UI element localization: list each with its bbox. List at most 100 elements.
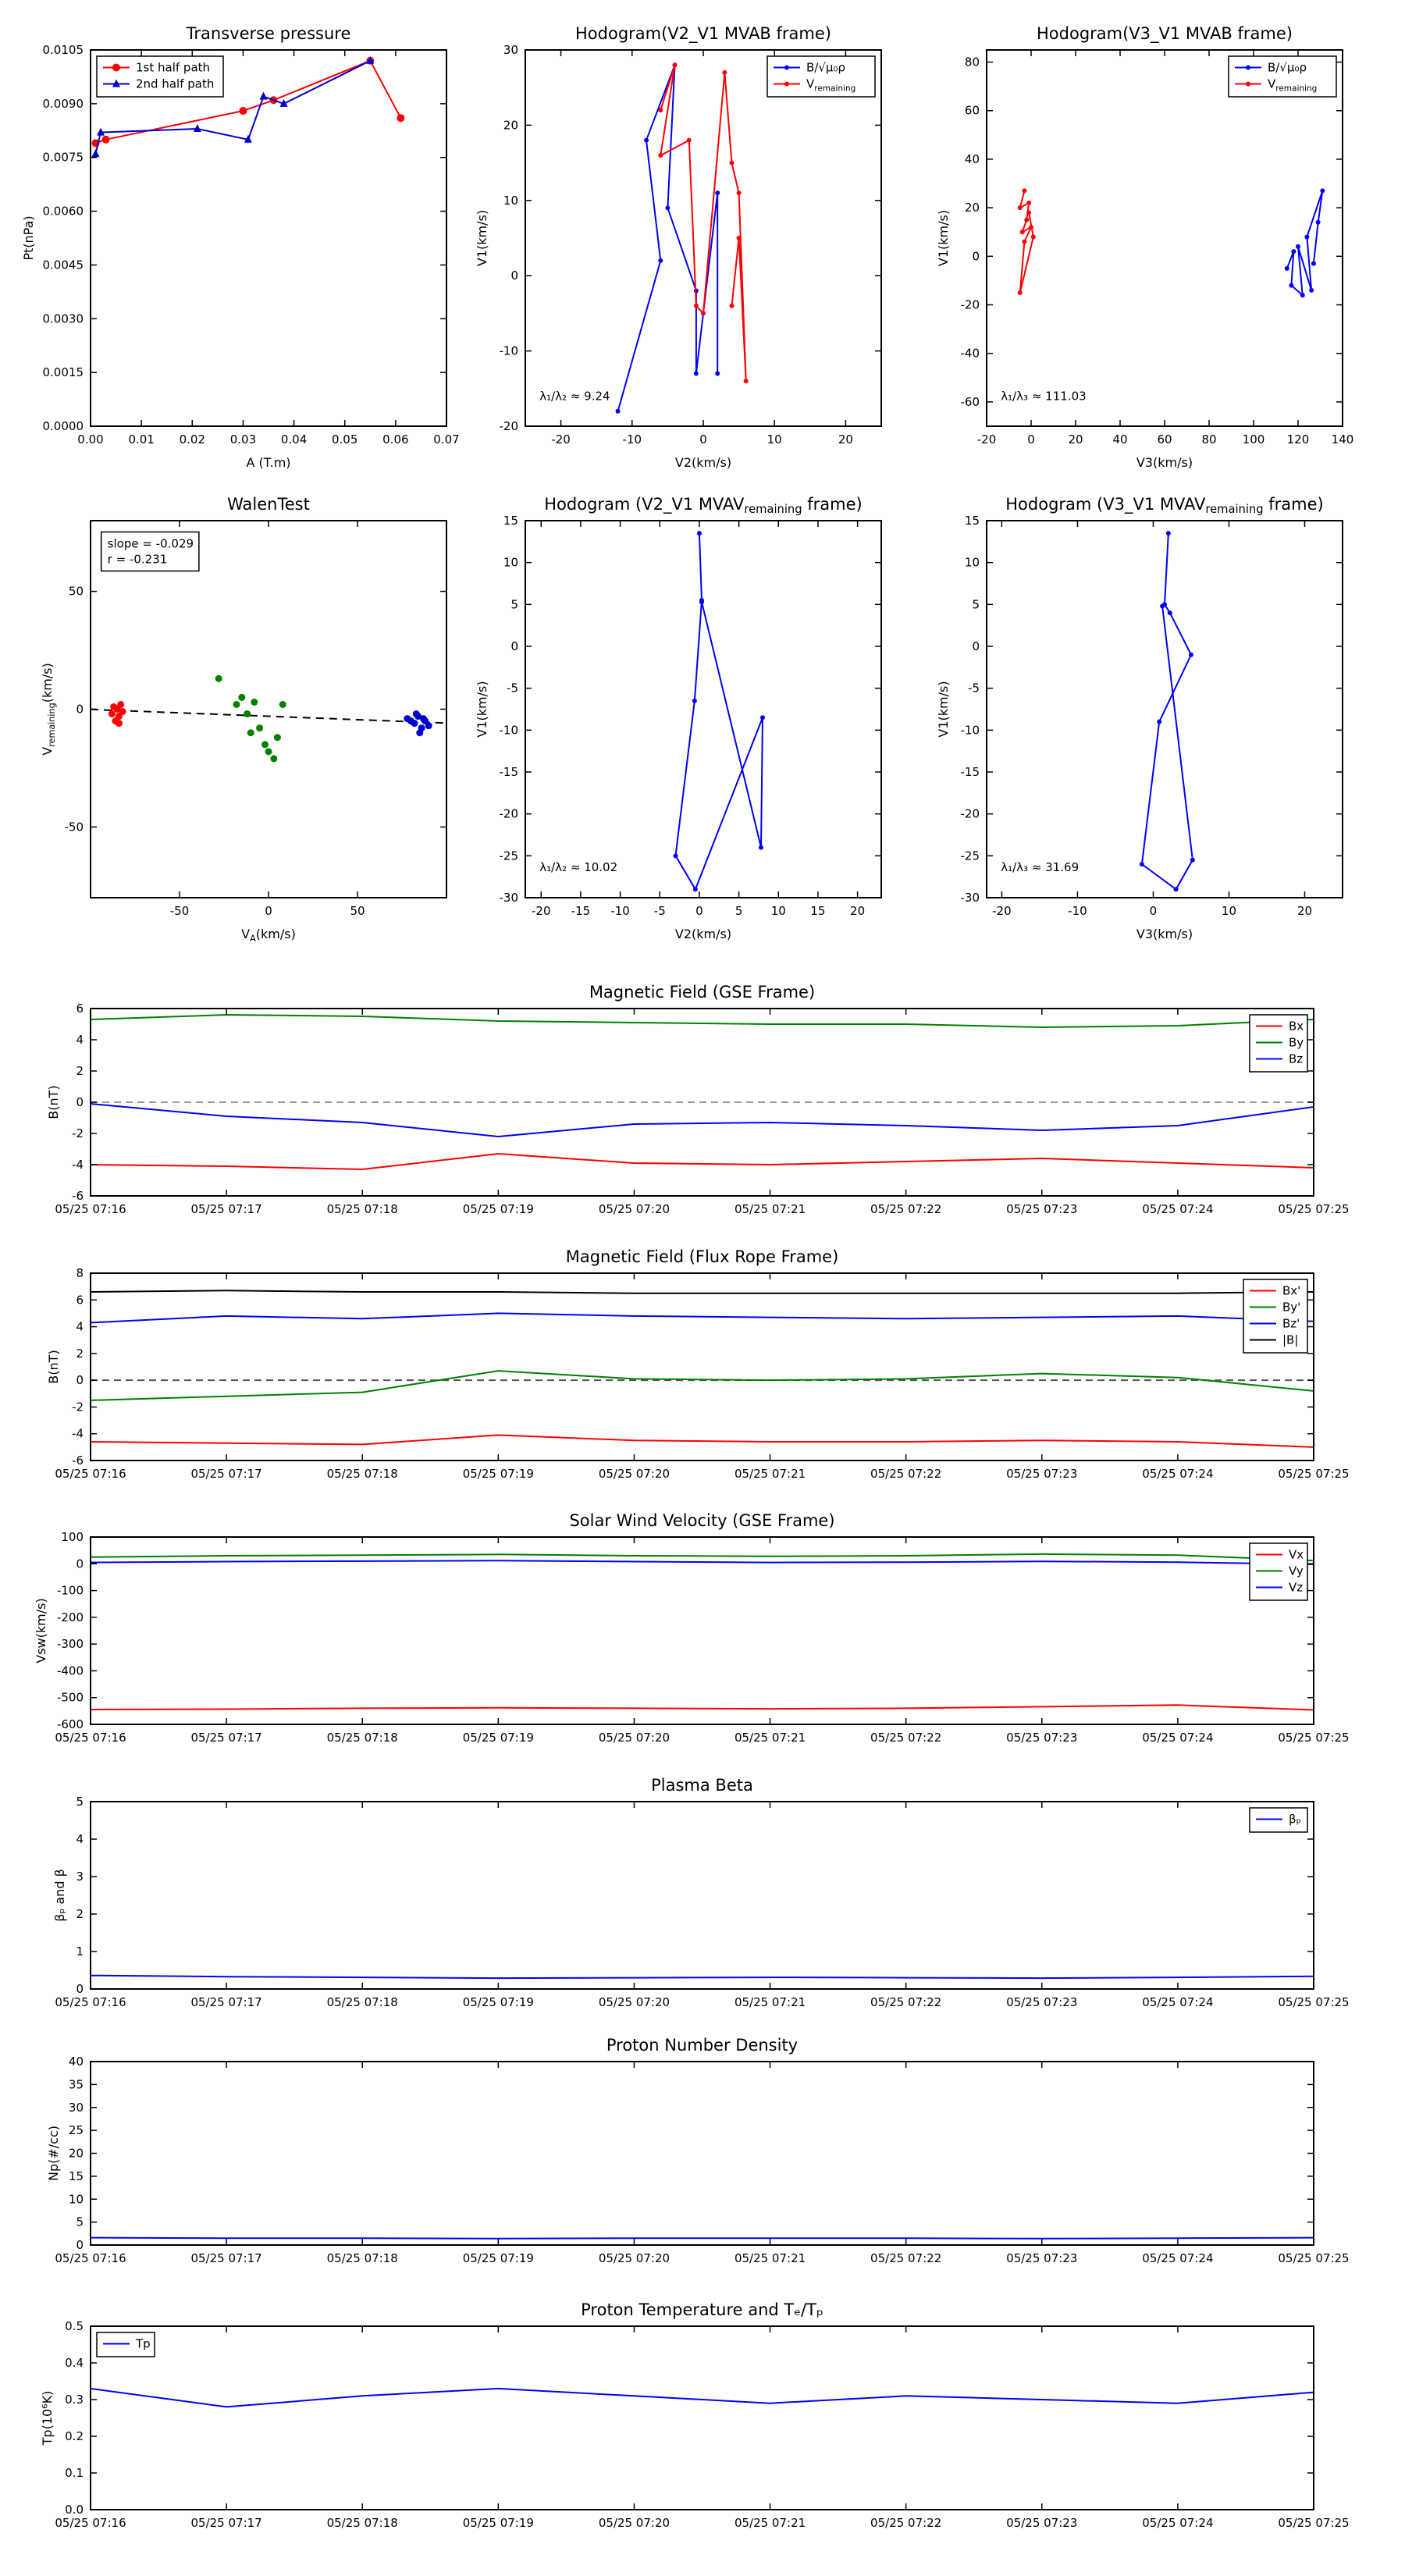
svg-text:15: 15 [69,2169,84,2183]
svg-text:-20: -20 [961,807,980,821]
svg-text:05/25 07:24: 05/25 07:24 [1142,2251,1213,2265]
svg-text:140: 140 [1332,432,1354,447]
legend: Bx By Bz [1249,1014,1308,1073]
chart-mag_fluxrope: 05/25 07:16 05/25 07:17 05/25 07:18 05/25 0… [46,1247,1350,1481]
svg-text:20: 20 [850,904,865,918]
svg-text:0.3: 0.3 [65,2393,84,2407]
svg-text:B/√μ₀ρ: B/√μ₀ρ [1268,61,1307,75]
series-np [90,2236,1314,2240]
svg-text:B(nT): B(nT) [46,1085,61,1119]
svg-text:4: 4 [76,1832,84,1846]
svg-text:05/25 07:24: 05/25 07:24 [1142,2516,1213,2530]
svg-text:05/25 07:23: 05/25 07:23 [1006,2251,1077,2265]
svg-text:40: 40 [965,152,980,166]
svg-text:-10: -10 [610,904,630,918]
svg-text:0.0045: 0.0045 [43,258,84,272]
panel-solar-wind-velocity: 05/25 07:16 05/25 07:17 05/25 07:18 05/25 0… [34,1511,1350,1745]
svg-text:|B|: |B| [1282,1333,1298,1347]
svg-text:V2(km/s): V2(km/s) [675,455,731,470]
svg-text:10: 10 [1222,904,1236,918]
svg-text:10: 10 [771,904,786,918]
svg-text:05/25 07:23: 05/25 07:23 [1006,1202,1077,1216]
svg-text:05/25 07:18: 05/25 07:18 [327,1467,398,1481]
svg-text:-20: -20 [551,432,571,447]
series-bx-prime [90,1434,1314,1448]
svg-text:V1(km/s): V1(km/s) [936,681,951,737]
legend: B/√μ₀ρ Vremaining [1228,55,1337,98]
svg-text:0.4: 0.4 [65,2356,84,2370]
svg-text:0: 0 [1027,432,1035,447]
svg-text:05/25 07:16: 05/25 07:16 [55,1202,126,1216]
svg-text:0: 0 [695,904,703,918]
svg-text:V2(km/s): V2(km/s) [675,927,731,941]
svg-text:05/25 07:23: 05/25 07:23 [1006,1731,1077,1745]
series-alfven-velocity [673,531,765,892]
svg-text:05/25 07:18: 05/25 07:18 [327,1202,398,1216]
svg-text:5: 5 [972,597,980,611]
svg-text:Vx: Vx [1289,1548,1304,1562]
chart-transverse_pressure: 0.00 0.01 0.02 0.03 0.04 0.05 0.06 0.07 0.0000 0.… [21,24,460,470]
svg-text:10: 10 [69,2192,84,2206]
chart-vsw_gse: 05/25 07:16 05/25 07:17 05/25 07:18 05/25 0… [34,1511,1350,1745]
svg-text:-6: -6 [72,1189,84,1203]
svg-text:0.0: 0.0 [65,2503,84,2517]
series-vz [90,1560,1314,1565]
svg-text:-600: -600 [57,1717,84,1731]
svg-text:40: 40 [1112,432,1127,447]
svg-text:Vremaining(km/s): Vremaining(km/s) [40,663,57,756]
svg-text:60: 60 [1157,432,1172,447]
svg-text:-20: -20 [532,904,551,918]
svg-text:05/25 07:22: 05/25 07:22 [870,2251,941,2265]
svg-text:05/25 07:19: 05/25 07:19 [463,2516,534,2530]
svg-text:05/25 07:20: 05/25 07:20 [599,2516,670,2530]
svg-text:0.0015: 0.0015 [43,365,84,379]
annotation: λ₁/λ₃ ≈ 31.69 [1001,860,1079,874]
svg-text:-5: -5 [968,681,980,696]
chart-proton_temp: 05/25 07:16 05/25 07:17 05/25 07:18 05/25 0… [40,2300,1350,2530]
svg-text:Bx: Bx [1289,1019,1304,1034]
svg-text:05/25 07:21: 05/25 07:21 [735,2516,806,2530]
svg-text:15: 15 [965,514,980,528]
svg-text:20: 20 [1297,904,1312,918]
svg-text:05/25 07:24: 05/25 07:24 [1142,1202,1213,1216]
svg-text:0: 0 [699,432,707,447]
svg-text:Tp(10⁶K): Tp(10⁶K) [40,2391,55,2446]
svg-text:WalenTest: WalenTest [227,495,310,514]
svg-text:05/25 07:23: 05/25 07:23 [1006,2516,1077,2530]
series-first-half-points [108,700,126,728]
series-bz-prime [90,1312,1314,1324]
svg-text:1st half path: 1st half path [136,61,210,75]
svg-text:-5: -5 [654,904,666,918]
panel-hodogram-v2v1-mvav: -20 -15 -10 -5 0 5 10 15 20 -30 -25 -20 -15 -10 -5 0 5 10… [475,495,882,941]
svg-text:0.03: 0.03 [230,432,256,447]
svg-text:05/25 07:23: 05/25 07:23 [1006,1995,1077,2009]
svg-text:V3(km/s): V3(km/s) [1136,927,1193,941]
svg-text:5: 5 [510,597,518,611]
svg-text:V1(km/s): V1(km/s) [936,210,951,266]
svg-text:B/√μ₀ρ: B/√μ₀ρ [806,61,845,75]
svg-text:-60: -60 [961,395,980,409]
svg-text:Plasma Beta: Plasma Beta [651,1776,753,1795]
svg-text:05/25 07:25: 05/25 07:25 [1278,1467,1349,1481]
svg-text:Np(#/cc): Np(#/cc) [46,2126,61,2181]
svg-text:05/25 07:19: 05/25 07:19 [463,1467,534,1481]
panel-magnetic-field-flux-rope: 05/25 07:16 05/25 07:17 05/25 07:18 05/25 0… [46,1247,1350,1481]
svg-text:0: 0 [76,1095,84,1109]
svg-text:Hodogram (V3_V1 MVAVremaining: Hodogram (V3_V1 MVAVremaining frame) [1005,495,1323,516]
svg-text:-20: -20 [977,432,997,447]
svg-text:4: 4 [76,1320,84,1334]
svg-text:05/25 07:20: 05/25 07:20 [599,1202,670,1216]
chart-mag_gse: 05/25 07:16 05/25 07:17 05/25 07:18 05/25 0… [46,983,1350,1216]
svg-text:0: 0 [265,904,272,918]
svg-text:Hodogram(V3_V1 MVAB frame): Hodogram(V3_V1 MVAB frame) [1037,24,1293,44]
svg-text:0.5: 0.5 [65,2319,84,2333]
series-by [90,1013,1314,1029]
svg-text:2nd half path: 2nd half path [136,77,214,91]
svg-text:Vremaining: Vremaining [1268,77,1317,94]
svg-text:r = -0.231: r = -0.231 [108,552,168,566]
svg-text:120: 120 [1287,432,1310,447]
svg-text:0: 0 [76,2238,84,2252]
svg-text:0.05: 0.05 [332,432,357,447]
svg-text:-300: -300 [57,1637,84,1651]
